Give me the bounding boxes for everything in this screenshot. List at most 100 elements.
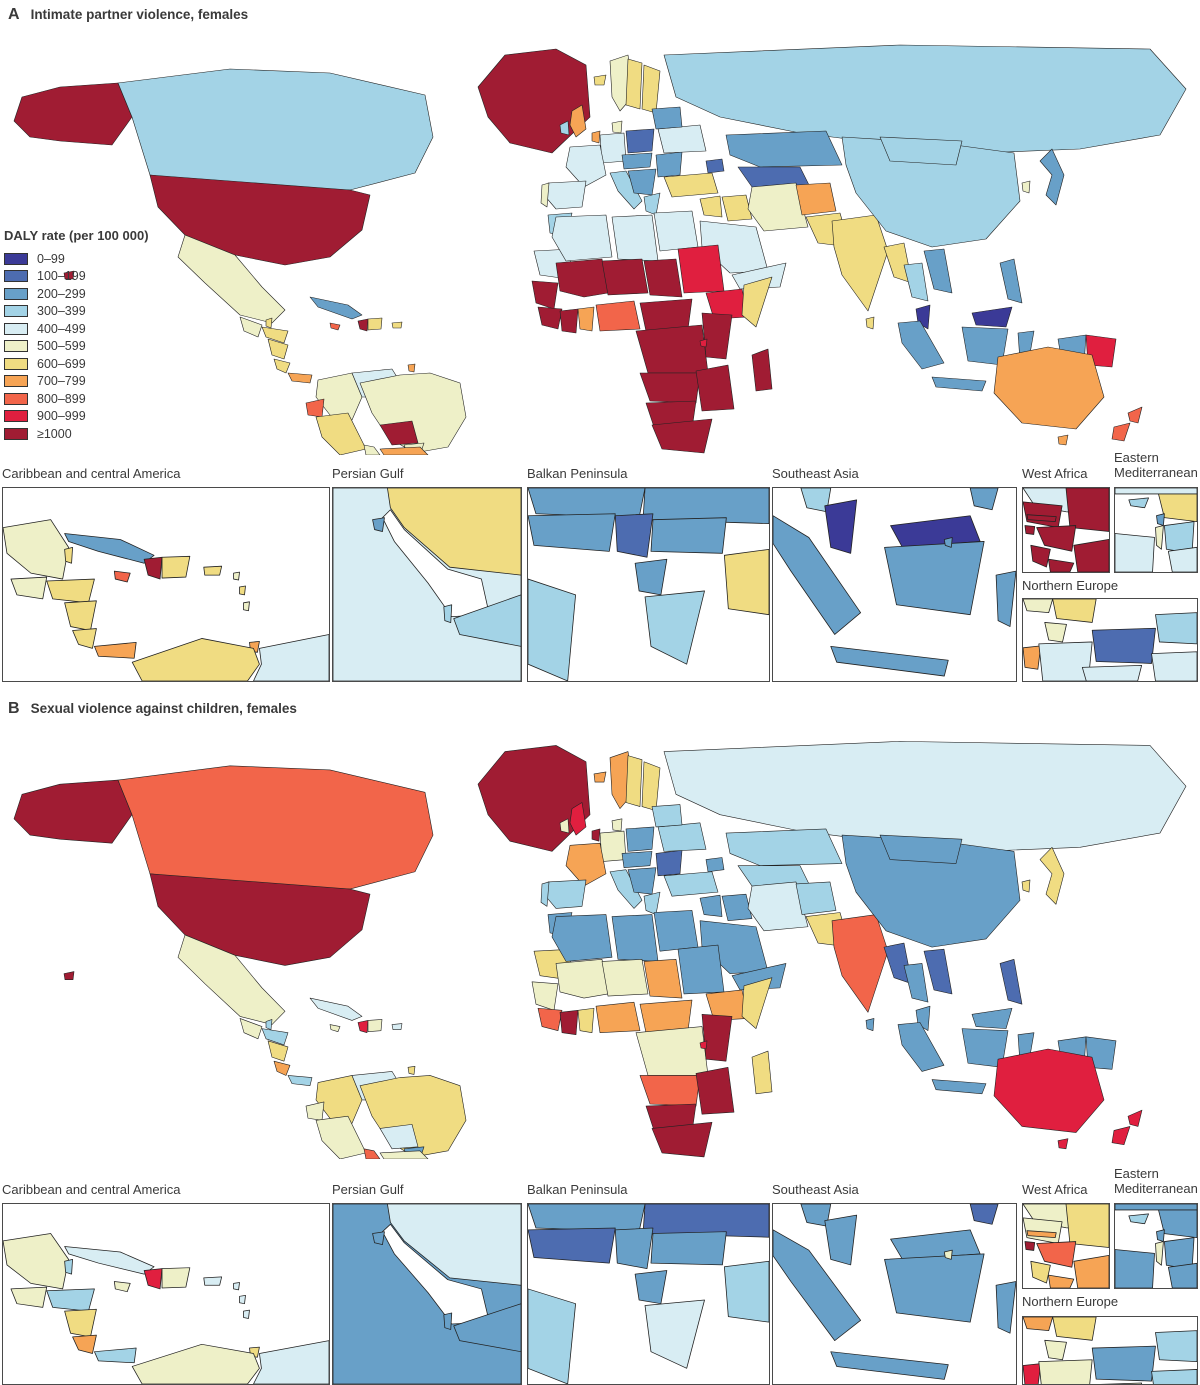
- region-belarus_baltics: [651, 106, 683, 130]
- region-croatia_bosnia: [528, 1227, 616, 1264]
- region-haiti: [357, 318, 369, 332]
- legend-item: 900–999: [4, 408, 184, 426]
- panel-a-title: A Intimate partner violence, females: [8, 6, 248, 24]
- region-java: [830, 1351, 949, 1380]
- inset-label-east-med-a: Eastern Mediterranean: [1114, 450, 1198, 480]
- region-egypt: [1115, 533, 1155, 572]
- region-niger: [601, 959, 649, 997]
- region-turkey: [663, 172, 719, 198]
- region-mongolia: [879, 136, 963, 166]
- region-guinea_sl: [537, 306, 563, 330]
- inset-map-balkan-a: [528, 488, 769, 681]
- region-netherlands: [1023, 1363, 1042, 1384]
- region-sudan: [677, 944, 725, 995]
- inset-map-east-med-b: [1115, 1204, 1197, 1288]
- region-costarica: [273, 358, 291, 374]
- region-chad: [643, 959, 683, 999]
- region-syria_levant: [699, 195, 723, 218]
- region-netherlands: [591, 828, 601, 842]
- inset-label-east-med-b: Eastern Mediterranean: [1114, 1166, 1198, 1196]
- region-turkey_b: [723, 548, 769, 616]
- region-antilles2: [239, 585, 246, 596]
- region-poland: [625, 826, 655, 852]
- region-canada: [117, 68, 434, 191]
- region-sumatra: [897, 1022, 945, 1072]
- region-romania: [655, 151, 683, 178]
- region-sudan: [677, 244, 725, 294]
- region-honduras: [261, 326, 289, 344]
- region-croatia_bosnia: [528, 513, 616, 552]
- region-srilanka: [865, 316, 875, 330]
- region-guinea: [1036, 1241, 1077, 1268]
- inset-label-n-europe-b: Northern Europe: [1022, 1294, 1119, 1309]
- inset-balkan-b: [527, 1203, 770, 1385]
- region-egypt: [653, 910, 699, 952]
- region-india: [831, 214, 889, 312]
- region-syria: [1158, 493, 1197, 522]
- region-kazakhstan: [725, 130, 843, 168]
- region-ukraine_b: [1151, 651, 1197, 681]
- region-kuwait: [372, 1231, 385, 1245]
- region-turkey_top: [1115, 488, 1197, 495]
- region-czech_b: [1081, 664, 1143, 681]
- region-southafrica: [651, 1122, 713, 1158]
- region-antilles3: [243, 601, 250, 612]
- region-russia: [663, 741, 1187, 852]
- region-yemen_oman: [731, 262, 787, 290]
- region-nz_north: [1127, 1109, 1143, 1127]
- region-syria: [1158, 1209, 1197, 1238]
- region-malaysia_p: [824, 1214, 858, 1266]
- inset-label-gulf-b: Persian Gulf: [332, 1182, 404, 1197]
- region-hawaii: [63, 971, 75, 981]
- region-usa: [149, 873, 371, 966]
- region-cameroon_car: [639, 999, 693, 1033]
- region-nigeria: [595, 300, 641, 332]
- inset-west-africa-b: [1022, 1203, 1110, 1289]
- legend-swatch: [4, 410, 28, 423]
- legend-swatch: [4, 340, 28, 353]
- region-brunei: [943, 1249, 953, 1260]
- region-turkey: [663, 871, 719, 897]
- region-jamaica: [329, 1024, 341, 1032]
- inset-map-west-africa-b: [1023, 1204, 1109, 1288]
- region-belize: [265, 1019, 273, 1030]
- region-sweden: [625, 58, 643, 110]
- region-cuba: [309, 997, 363, 1021]
- region-china: [841, 834, 1021, 948]
- legend-label: 400–499: [37, 321, 86, 336]
- region-somalia: [741, 977, 773, 1029]
- region-afghanistan: [795, 881, 837, 915]
- region-haiti: [143, 556, 163, 580]
- inset-label-balkan-a: Balkan Peninsula: [527, 466, 628, 481]
- region-nz_north: [1127, 406, 1143, 424]
- region-puertorico: [391, 321, 403, 329]
- region-guatemala: [10, 1286, 48, 1308]
- region-nigeria: [595, 1001, 641, 1033]
- region-costarica: [72, 1334, 97, 1354]
- region-honduras: [46, 1288, 95, 1312]
- region-thailand: [903, 262, 929, 302]
- region-guinea_sl: [537, 1007, 563, 1031]
- region-ghana_togo: [577, 1007, 595, 1033]
- region-madagascar: [751, 1050, 773, 1095]
- region-nz_south: [1111, 422, 1131, 442]
- region-guatemala: [10, 576, 48, 600]
- legend-swatch: [4, 252, 28, 265]
- inset-se-asia-b: [772, 1203, 1017, 1385]
- region-antilles1: [233, 571, 240, 581]
- legend-item: 500–599: [4, 338, 184, 356]
- region-jamaica: [113, 570, 131, 583]
- region-bulgaria: [650, 1231, 727, 1266]
- region-java: [931, 376, 987, 392]
- region-cuba: [64, 533, 155, 564]
- region-rwanda: [699, 1040, 708, 1050]
- region-guatemala: [239, 316, 263, 338]
- region-vietnam: [923, 948, 953, 995]
- region-greenland: [477, 745, 591, 852]
- region-sweden: [1052, 599, 1097, 623]
- region-germany: [599, 132, 627, 164]
- region-iran: [747, 182, 809, 232]
- region-haiti: [357, 1020, 369, 1033]
- region-liberia: [1048, 1274, 1075, 1288]
